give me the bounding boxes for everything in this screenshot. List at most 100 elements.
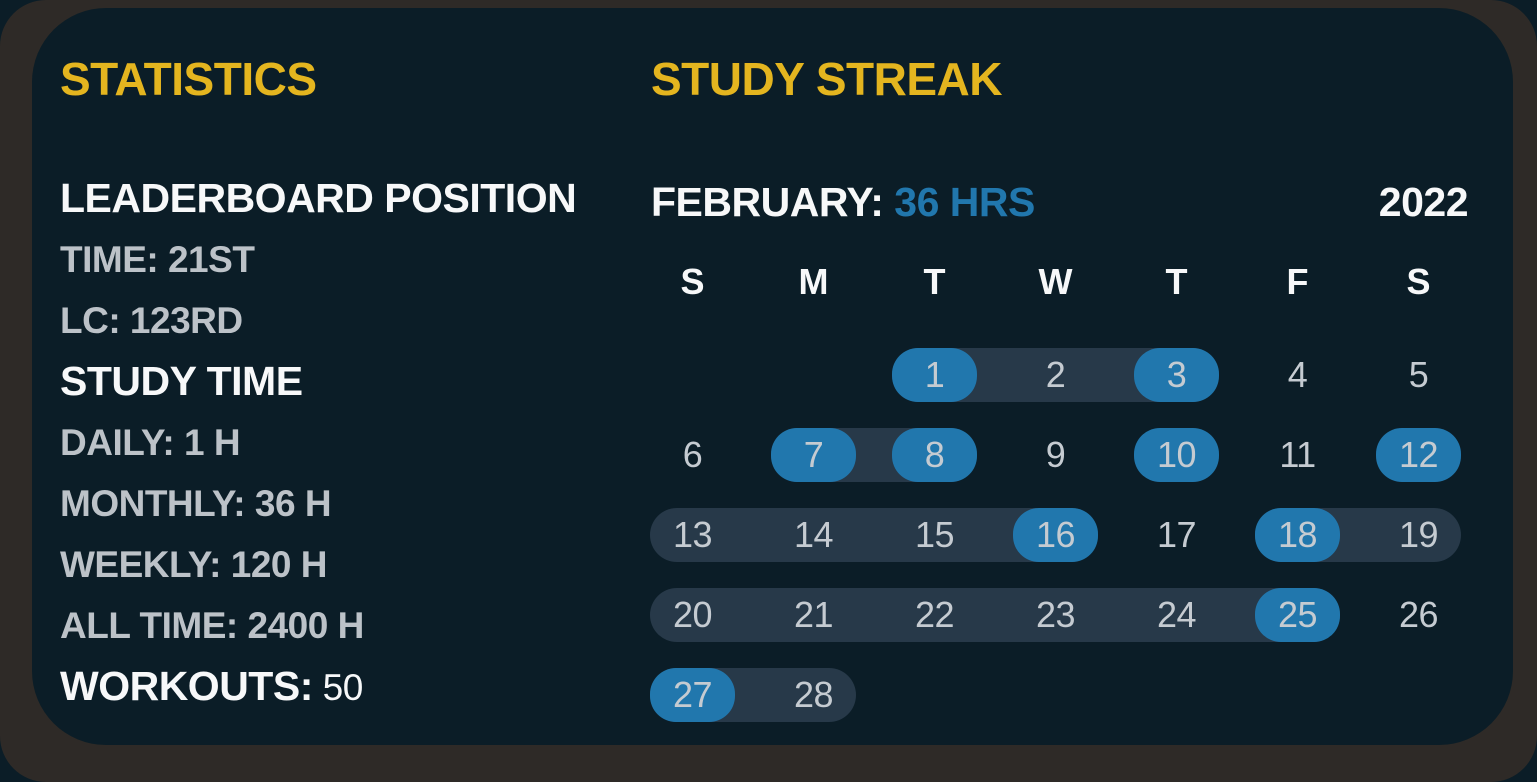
calendar-day: 12: [1358, 428, 1479, 482]
calendar-day: 11: [1237, 428, 1358, 482]
calendar-week: 20 21 22 23 24 25 26: [632, 588, 1479, 642]
day-pill: 28: [771, 668, 856, 722]
stat-line: ALL TIME: 2400 H: [60, 605, 364, 646]
day-number: 13: [672, 514, 713, 555]
day-pill: 22: [892, 588, 977, 642]
day-number: 14: [793, 514, 834, 555]
day-pill: 15: [892, 508, 977, 562]
day-number: 21: [793, 594, 834, 635]
day-active-pill: 1: [892, 348, 977, 402]
day-number: 19: [1398, 514, 1439, 555]
day-active-pill: 16: [1013, 508, 1098, 562]
calendar-day: 25: [1237, 588, 1358, 642]
day-pill: 21: [771, 588, 856, 642]
day-number: 22: [914, 594, 955, 635]
stat-line: WORKOUTS: 50: [60, 663, 364, 709]
stat-value: 50: [312, 667, 364, 708]
day-number: 12: [1398, 434, 1439, 475]
day-active-pill: 12: [1376, 428, 1461, 482]
month-hours: 36 HRS: [894, 179, 1035, 225]
calendar-day: 2: [995, 348, 1116, 402]
calendar-day: 16: [995, 508, 1116, 562]
day-active-pill: 18: [1255, 508, 1340, 562]
day-pill: 17: [1134, 508, 1219, 562]
calendar-day: 5: [1358, 348, 1479, 402]
day-active-pill: 25: [1255, 588, 1340, 642]
stat-line: LC: 123RD: [60, 300, 243, 341]
calendar-day: 27: [632, 668, 753, 722]
day-active-pill: 3: [1134, 348, 1219, 402]
day-header: F: [1286, 261, 1309, 302]
day-number: 18: [1277, 514, 1318, 555]
day-number: 4: [1287, 354, 1308, 395]
day-active-pill: 27: [650, 668, 735, 722]
day-active-pill: 7: [771, 428, 856, 482]
day-pill: 23: [1013, 588, 1098, 642]
calendar-week: 27 28: [632, 668, 1479, 722]
year-label: 2022: [1378, 179, 1469, 225]
calendar-day: 9: [995, 428, 1116, 482]
day-header: M: [798, 261, 829, 302]
day-header: T: [1165, 261, 1188, 302]
calendar-week: 13 14 15 16 17 18 19: [632, 508, 1479, 562]
calendar-day: 10: [1116, 428, 1237, 482]
calendar-day: 1: [874, 348, 995, 402]
stat-line: LEADERBOARD POSITION: [60, 175, 577, 221]
day-number: 8: [924, 434, 945, 475]
day-header: T: [923, 261, 946, 302]
day-pill: 4: [1255, 348, 1340, 402]
calendar-day: 3: [1116, 348, 1237, 402]
day-header: S: [680, 261, 705, 302]
day-number: 16: [1035, 514, 1076, 555]
day-number: 28: [793, 674, 834, 715]
calendar-day: 4: [1237, 348, 1358, 402]
day-number: 25: [1277, 594, 1318, 635]
day-number: 26: [1398, 594, 1439, 635]
stat-line: STUDY TIME: [60, 358, 303, 404]
calendar-week: 6 7 8 9 10 11 12: [632, 428, 1479, 482]
month-label: FEBRUARY:: [651, 179, 884, 225]
statistics-lines: LEADERBOARD POSITION TIME: 21ST LC: 123RD S…: [60, 168, 620, 717]
calendar-day: 19: [1358, 508, 1479, 562]
day-number: 6: [682, 434, 703, 475]
day-number: 10: [1156, 434, 1197, 475]
day-pill: 2: [1013, 348, 1098, 402]
day-number: 23: [1035, 594, 1076, 635]
stat-line: TIME: 21ST: [60, 239, 255, 280]
day-pill: 13: [650, 508, 735, 562]
day-number: 1: [924, 354, 945, 395]
day-pill: 11: [1255, 428, 1340, 482]
calendar-day: 8: [874, 428, 995, 482]
day-number: 3: [1166, 354, 1187, 395]
day-active-pill: 10: [1134, 428, 1219, 482]
calendar-day: 28: [753, 668, 874, 722]
streak-bar: [650, 588, 1340, 642]
calendar-day: 20: [632, 588, 753, 642]
calendar-day: 21: [753, 588, 874, 642]
calendar-day: 7: [753, 428, 874, 482]
calendar-day: 15: [874, 508, 995, 562]
day-number: 27: [672, 674, 713, 715]
day-pill: 24: [1134, 588, 1219, 642]
day-number: 11: [1279, 434, 1316, 475]
day-number: 2: [1045, 354, 1066, 395]
month-summary: FEBRUARY: 36 HRS: [651, 178, 1035, 226]
calendar-day: 13: [632, 508, 753, 562]
day-active-pill: 8: [892, 428, 977, 482]
calendar-day: 26: [1358, 588, 1479, 642]
day-number: 9: [1045, 434, 1066, 475]
calendar-week: 1 2 3 4 5: [632, 348, 1479, 402]
day-number: 5: [1408, 354, 1429, 395]
stat-line: WEEKLY: 120 H: [60, 544, 327, 585]
day-number: 7: [803, 434, 824, 475]
day-pill: 6: [650, 428, 735, 482]
study-streak-title: STUDY STREAK: [651, 53, 1002, 105]
calendar-day: 17: [1116, 508, 1237, 562]
day-number: 24: [1156, 594, 1197, 635]
day-pill: 9: [1013, 428, 1098, 482]
statistics-title: STATISTICS: [60, 53, 317, 105]
